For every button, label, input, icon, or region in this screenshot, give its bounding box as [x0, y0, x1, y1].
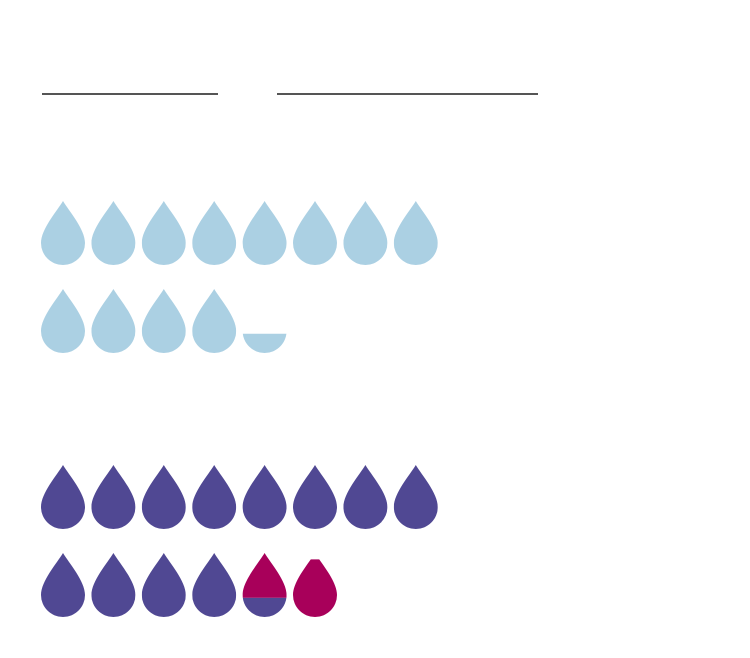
- drop: [192, 201, 237, 265]
- drop: [293, 465, 337, 529]
- drop: [141, 553, 186, 617]
- drop: [91, 201, 136, 265]
- drop: [293, 559, 337, 617]
- drop: [242, 597, 287, 617]
- drop: [393, 201, 438, 265]
- drop: [41, 289, 85, 353]
- drop: [41, 553, 85, 617]
- drop: [242, 333, 287, 353]
- drop: [192, 289, 237, 353]
- drop: [41, 465, 85, 529]
- drop: [393, 465, 438, 529]
- drop: [293, 201, 337, 265]
- drop: [141, 289, 186, 353]
- drop: [141, 201, 186, 265]
- drop: [242, 201, 287, 265]
- drop: [192, 465, 237, 529]
- drop: [41, 201, 85, 265]
- drop: [343, 201, 388, 265]
- drop: [192, 553, 237, 617]
- drop: [242, 465, 287, 529]
- drop: [343, 465, 388, 529]
- drop: [91, 553, 136, 617]
- drop: [91, 289, 136, 353]
- drop: [242, 553, 287, 598]
- drop: [91, 465, 136, 529]
- drop: [141, 465, 186, 529]
